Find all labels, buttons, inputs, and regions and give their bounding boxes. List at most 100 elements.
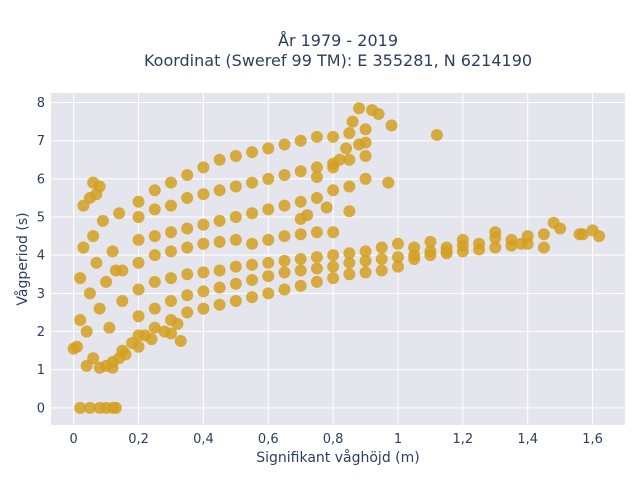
data-point — [547, 216, 560, 229]
data-point — [181, 306, 194, 319]
y-tick-label: 8 — [37, 96, 45, 111]
data-point — [278, 169, 291, 182]
data-point — [213, 235, 226, 248]
data-point — [164, 176, 177, 189]
data-point — [521, 237, 534, 250]
y-tick-label: 2 — [37, 325, 45, 340]
data-point — [197, 188, 210, 201]
data-point — [593, 230, 606, 243]
data-point — [74, 314, 87, 327]
data-point — [359, 149, 372, 162]
data-point — [80, 325, 93, 338]
data-point — [145, 333, 158, 346]
data-point — [424, 235, 437, 248]
data-point — [320, 201, 333, 214]
data-point — [119, 348, 132, 361]
data-point — [229, 211, 242, 224]
data-point — [197, 237, 210, 250]
data-point — [310, 262, 323, 275]
data-point — [262, 203, 275, 216]
data-point — [164, 327, 177, 340]
x-tick-label: 1,4 — [517, 432, 538, 447]
data-point — [262, 172, 275, 185]
data-point — [372, 107, 385, 120]
data-point — [148, 230, 161, 243]
data-point — [246, 237, 259, 250]
data-point — [310, 191, 323, 204]
data-point — [343, 205, 356, 218]
data-point — [359, 266, 372, 279]
data-point — [93, 180, 106, 193]
data-point — [132, 195, 145, 208]
data-point — [132, 310, 145, 323]
data-point — [359, 172, 372, 185]
data-point — [181, 191, 194, 204]
data-point — [229, 149, 242, 162]
data-point — [310, 275, 323, 288]
data-point — [213, 298, 226, 311]
x-tick-label: 1,2 — [453, 432, 474, 447]
data-point — [132, 256, 145, 269]
data-point — [391, 251, 404, 264]
chart-title-line1: År 1979 - 2019 — [278, 31, 398, 50]
data-point — [181, 222, 194, 235]
data-point — [181, 241, 194, 254]
data-point — [262, 287, 275, 300]
data-point — [505, 239, 518, 252]
data-point — [109, 401, 122, 414]
data-point — [343, 256, 356, 269]
data-point — [229, 294, 242, 307]
data-point — [294, 134, 307, 147]
data-point — [294, 228, 307, 241]
data-point — [343, 127, 356, 140]
data-point — [90, 256, 103, 269]
data-point — [246, 207, 259, 220]
data-point — [164, 272, 177, 285]
data-point — [294, 212, 307, 225]
data-point — [343, 268, 356, 281]
data-point — [310, 251, 323, 264]
data-point — [246, 146, 259, 159]
data-point — [294, 253, 307, 265]
data-point — [576, 228, 589, 241]
data-point — [213, 184, 226, 197]
data-point — [83, 287, 96, 300]
data-point — [343, 247, 356, 260]
data-point — [213, 281, 226, 294]
data-point — [213, 153, 226, 166]
data-point — [148, 302, 161, 315]
data-point — [262, 270, 275, 283]
data-point — [278, 283, 291, 296]
data-point — [74, 401, 87, 414]
y-tick-label: 1 — [37, 363, 45, 378]
data-point — [164, 199, 177, 212]
data-point — [113, 207, 126, 220]
data-point — [440, 241, 453, 254]
y-tick-label: 0 — [37, 401, 45, 416]
data-point — [148, 203, 161, 216]
data-point — [197, 302, 210, 315]
data-point — [424, 245, 437, 258]
data-point — [327, 272, 340, 285]
data-point — [333, 153, 346, 166]
data-point — [385, 119, 398, 132]
data-point — [83, 401, 96, 414]
chart-title-line2: Koordinat (Sweref 99 TM): E 355281, N 62… — [144, 51, 532, 70]
data-point — [116, 264, 129, 277]
data-point — [359, 254, 372, 267]
data-point — [375, 253, 388, 265]
x-tick-label: 0,8 — [323, 432, 344, 447]
data-point — [278, 266, 291, 279]
data-point — [359, 123, 372, 136]
data-point — [327, 130, 340, 143]
data-point — [197, 266, 210, 279]
data-point — [148, 275, 161, 288]
data-point — [375, 264, 388, 277]
data-point — [473, 243, 486, 256]
x-tick-label: 0,2 — [128, 432, 149, 447]
data-point — [278, 254, 291, 267]
data-point — [70, 340, 83, 353]
data-point — [489, 241, 502, 254]
y-axis-ticks: 0 1 2 3 4 5 6 7 8 — [37, 96, 45, 416]
data-point — [106, 356, 119, 369]
